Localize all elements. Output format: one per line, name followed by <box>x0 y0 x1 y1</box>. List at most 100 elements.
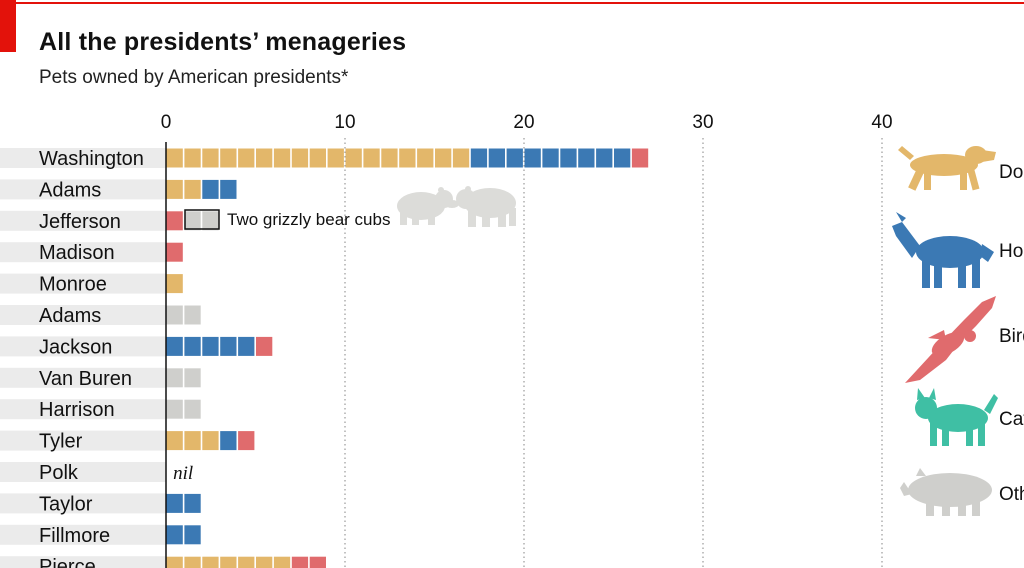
bar-unit-dogs <box>291 148 309 168</box>
bar-unit-birds <box>166 211 183 231</box>
row-background <box>0 367 166 388</box>
row-label: Jackson <box>39 336 112 358</box>
row-label: Jefferson <box>39 211 121 233</box>
bar-unit-other <box>166 368 183 388</box>
bar-unit-horses <box>184 525 201 545</box>
row-label: Adams <box>39 305 101 327</box>
row-label: Harrison <box>39 399 115 421</box>
legend-label-other: Other <box>999 484 1024 505</box>
bar-unit-horses <box>202 336 219 356</box>
bar-unit-dogs <box>220 556 237 568</box>
bar-unit-dogs <box>202 431 219 451</box>
bar-unit-birds <box>631 148 649 168</box>
row-label: Washington <box>39 148 144 170</box>
bar-unit-birds <box>166 242 183 262</box>
bar-unit-horses <box>542 148 559 168</box>
bar-unit-horses <box>166 493 183 513</box>
bar-unit-other <box>166 399 183 419</box>
bar-unit-dogs <box>256 148 273 168</box>
row-label: Fillmore <box>39 525 110 547</box>
bird-icon <box>905 296 996 383</box>
row-background <box>0 179 166 200</box>
bar-unit-horses <box>488 148 505 168</box>
bar-unit-dogs <box>202 148 219 168</box>
horse-icon <box>892 212 994 288</box>
row-note: nil <box>173 463 193 484</box>
bar-unit-dogs <box>452 148 470 168</box>
bar-unit-dogs <box>184 179 201 199</box>
row-label: Madison <box>39 242 115 264</box>
x-tick-label: 30 <box>692 112 713 133</box>
bar-unit-horses <box>614 148 631 168</box>
row-background <box>0 430 166 451</box>
row-background <box>0 148 166 168</box>
row-background <box>0 556 166 568</box>
bar-unit-dogs <box>238 556 255 568</box>
row-background <box>0 524 166 545</box>
row-label: Polk <box>39 462 79 484</box>
bar-unit-horses <box>506 148 523 168</box>
legend-label-birds: Birds <box>999 326 1024 347</box>
bar-unit-other <box>166 305 183 325</box>
bar-unit-dogs <box>184 556 201 568</box>
row-background <box>0 305 166 325</box>
row-background <box>0 493 166 514</box>
bar-unit-horses <box>220 431 237 451</box>
dog-icon <box>898 146 996 191</box>
bear-annotation: Two grizzly bear cubs <box>184 186 516 230</box>
bar-unit-dogs <box>327 148 344 168</box>
chart-subtitle: Pets owned by American presidents* <box>39 67 349 88</box>
bar-unit-birds <box>309 556 326 568</box>
bar-unit-dogs <box>166 556 183 568</box>
bar-unit-horses <box>184 336 201 356</box>
bar-unit-other <box>184 211 201 231</box>
bar-unit-horses <box>220 336 237 356</box>
x-tick-label: 10 <box>334 112 355 133</box>
bar-unit-dogs <box>220 148 237 168</box>
bar-unit-horses <box>560 148 577 168</box>
legend: Dogs Horses Birds <box>892 146 1024 516</box>
bar-layer: nil <box>166 148 649 568</box>
bear-icon <box>397 187 459 225</box>
bar-unit-horses <box>470 148 488 168</box>
legend-label-cats: Cats <box>999 409 1024 430</box>
chart-title: All the presidents’ menageries <box>39 28 407 56</box>
bar-unit-other <box>202 211 219 231</box>
row-background <box>0 242 166 263</box>
bar-unit-horses <box>166 336 183 356</box>
bar-unit-horses <box>166 525 183 545</box>
bar-unit-dogs <box>166 179 183 199</box>
bar-unit-dogs <box>363 148 380 168</box>
tick-label-layer: 0 10 20 30 40 <box>161 112 893 133</box>
bar-unit-dogs <box>399 148 416 168</box>
bear-annotation-text: Two grizzly bear cubs <box>227 210 390 229</box>
cat-icon <box>915 388 998 446</box>
row-label: Van Buren <box>39 368 132 390</box>
row-background <box>0 462 166 482</box>
legend-label-dogs: Dogs <box>999 162 1024 183</box>
bar-unit-dogs <box>238 148 255 168</box>
row-label: Taylor <box>39 493 93 515</box>
bar-unit-other <box>184 305 201 325</box>
row-label: Adams <box>39 179 101 201</box>
bar-unit-dogs <box>309 148 326 168</box>
bar-unit-birds <box>256 336 273 356</box>
bar-unit-horses <box>184 493 201 513</box>
row-background <box>0 210 166 231</box>
row-background-layer <box>0 148 166 568</box>
bar-unit-dogs <box>417 148 434 168</box>
bar-unit-horses <box>238 336 255 356</box>
bar-unit-other <box>184 399 201 419</box>
bar-unit-birds <box>238 431 255 451</box>
bar-unit-birds <box>291 556 309 568</box>
bar-unit-dogs <box>381 148 398 168</box>
row-label: Pierce <box>39 556 96 568</box>
bar-unit-dogs <box>184 148 201 168</box>
row-label-layer: Washington Adams Jefferson Madison Monroe Ada… <box>39 148 144 568</box>
legend-label-horses: Horses <box>999 241 1024 262</box>
bar-unit-dogs <box>345 148 362 168</box>
bar-unit-dogs <box>166 274 183 294</box>
row-label: Tyler <box>39 431 83 453</box>
bar-unit-horses <box>202 179 219 199</box>
